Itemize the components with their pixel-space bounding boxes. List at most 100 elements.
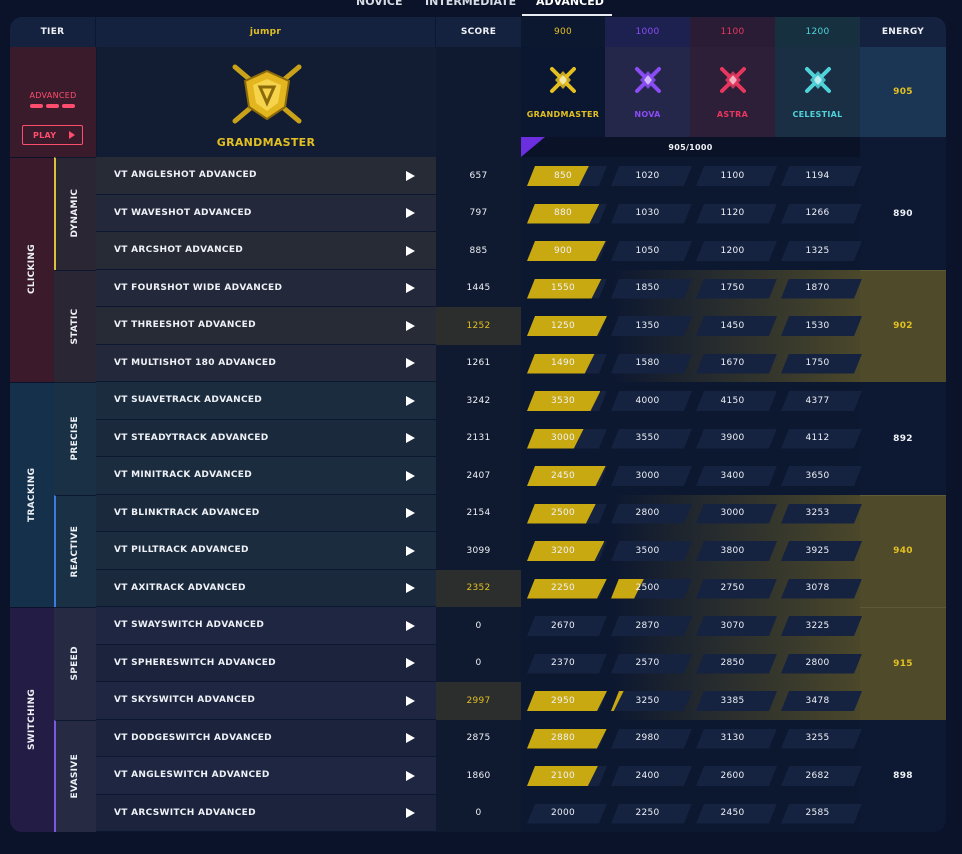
play-icon[interactable] — [406, 808, 415, 819]
play-icon[interactable] — [406, 395, 415, 406]
threshold-bar — [611, 466, 692, 486]
play-icon[interactable] — [406, 433, 415, 444]
threshold-bar — [611, 429, 692, 449]
energy-current: 905 — [860, 47, 946, 137]
threshold-bar — [781, 391, 862, 411]
threshold: 4000 — [635, 395, 660, 406]
threshold: 2370 — [550, 658, 576, 669]
threshold: 1200 — [720, 245, 745, 256]
tier-dash — [30, 104, 43, 108]
threshold: 3650 — [805, 470, 830, 481]
play-icon[interactable] — [406, 695, 415, 706]
threshold: 2450 — [550, 470, 576, 481]
play-icon[interactable] — [406, 545, 415, 556]
threshold-fill — [527, 766, 598, 786]
threshold-bar — [696, 616, 777, 636]
play-icon[interactable] — [406, 358, 415, 369]
scenario-name[interactable]: VT PILLTRACK ADVANCED — [96, 532, 436, 570]
threshold: 3255 — [805, 733, 830, 744]
play-icon[interactable] — [406, 245, 415, 256]
threshold: 900 — [553, 245, 573, 256]
scenario-name[interactable]: VT WAVESHOT ADVANCED — [96, 194, 436, 232]
threshold-fill — [527, 691, 607, 711]
threshold: 2682 — [805, 770, 830, 781]
scenario-name[interactable]: VT AXITRACK ADVANCED — [96, 569, 436, 607]
threshold: 2585 — [805, 808, 830, 819]
scenario-name[interactable]: VT DODGESWITCH ADVANCED — [96, 719, 436, 757]
rank-name: NOVA — [634, 109, 661, 119]
emblem-panel — [96, 47, 436, 157]
threshold-bar — [611, 804, 692, 824]
scenario-name[interactable]: VT ANGLESWITCH ADVANCED — [96, 757, 436, 795]
threshold-bar — [781, 429, 862, 449]
play-icon[interactable] — [406, 208, 415, 219]
threshold: 1030 — [635, 208, 660, 219]
threshold-bar — [611, 354, 692, 374]
threshold: 2670 — [550, 620, 576, 631]
threshold: 4377 — [805, 395, 830, 406]
category-name: SWITCHING — [27, 689, 37, 751]
scenario-name[interactable]: VT THREESHOT ADVANCED — [96, 307, 436, 345]
category — [10, 607, 54, 832]
scenario-name[interactable]: VT MULTISHOT 180 ADVANCED — [96, 344, 436, 382]
play-icon[interactable] — [406, 770, 415, 781]
scenario-name[interactable]: VT ANGLESHOT ADVANCED — [96, 157, 436, 195]
scenario-name[interactable]: VT BLINKTRACK ADVANCED — [96, 494, 436, 532]
tab-active[interactable]: ADVANCED — [536, 0, 604, 8]
threshold-bar — [696, 729, 777, 749]
scenario-name[interactable]: VT SPHERESWITCH ADVANCED — [96, 644, 436, 682]
threshold-bar — [527, 804, 607, 824]
play-icon[interactable] — [406, 283, 415, 294]
threshold: 1020 — [635, 170, 660, 181]
scenario-name[interactable]: VT ARCSWITCH ADVANCED — [96, 794, 436, 832]
threshold-bar — [527, 241, 607, 261]
threshold-bar — [781, 241, 862, 261]
tab[interactable]: NOVICE — [356, 0, 403, 8]
scenario-name[interactable]: VT ARCSHOT ADVANCED — [96, 232, 436, 270]
threshold-header: 1100 — [690, 17, 775, 47]
threshold-fill — [611, 579, 644, 599]
scenario-name[interactable]: VT STEADYTRACK ADVANCED — [96, 419, 436, 457]
subcategory-name: DYNAMIC — [70, 188, 80, 238]
threshold-bar — [696, 241, 777, 261]
play-icon[interactable] — [406, 320, 415, 331]
threshold-bar — [527, 166, 607, 186]
play-icon[interactable] — [406, 733, 415, 744]
scenario-name[interactable]: VT MINITRACK ADVANCED — [96, 457, 436, 495]
threshold-bar — [527, 354, 607, 374]
threshold: 1530 — [805, 320, 830, 331]
score: 1252 — [436, 307, 521, 345]
play-icon[interactable] — [406, 583, 415, 594]
play-icon[interactable] — [406, 470, 415, 481]
play-icon — [69, 131, 75, 139]
threshold-bar — [611, 541, 692, 561]
subcategory — [54, 382, 96, 495]
scenario-name[interactable]: VT SKYSWITCH ADVANCED — [96, 682, 436, 720]
score: 3242 — [436, 382, 521, 420]
threshold-bar — [696, 279, 777, 299]
threshold: 3385 — [720, 695, 745, 706]
threshold: 880 — [553, 208, 573, 219]
play-button[interactable]: PLAY — [22, 125, 83, 145]
threshold-bar — [781, 166, 862, 186]
threshold: 3000 — [720, 508, 745, 519]
play-icon[interactable] — [406, 170, 415, 181]
threshold: 1450 — [720, 320, 745, 331]
score: 0 — [436, 644, 521, 682]
category — [10, 157, 54, 382]
threshold: 2870 — [635, 620, 660, 631]
scenario-name[interactable]: VT SUAVETRACK ADVANCED — [96, 382, 436, 420]
tab[interactable]: INTERMEDIATE — [425, 0, 517, 8]
score: 2407 — [436, 457, 521, 495]
threshold: 2570 — [635, 658, 660, 669]
scenario-name[interactable]: VT SWAYSWITCH ADVANCED — [96, 607, 436, 645]
play-icon[interactable] — [406, 658, 415, 669]
threshold-bar — [696, 504, 777, 524]
energy: 890 — [860, 157, 946, 270]
play-icon[interactable] — [406, 508, 415, 519]
scenario-name[interactable]: VT FOURSHOT WIDE ADVANCED — [96, 269, 436, 307]
threshold-fill — [527, 504, 596, 524]
threshold-bar — [696, 466, 777, 486]
threshold: 1350 — [635, 320, 660, 331]
play-icon[interactable] — [406, 620, 415, 631]
